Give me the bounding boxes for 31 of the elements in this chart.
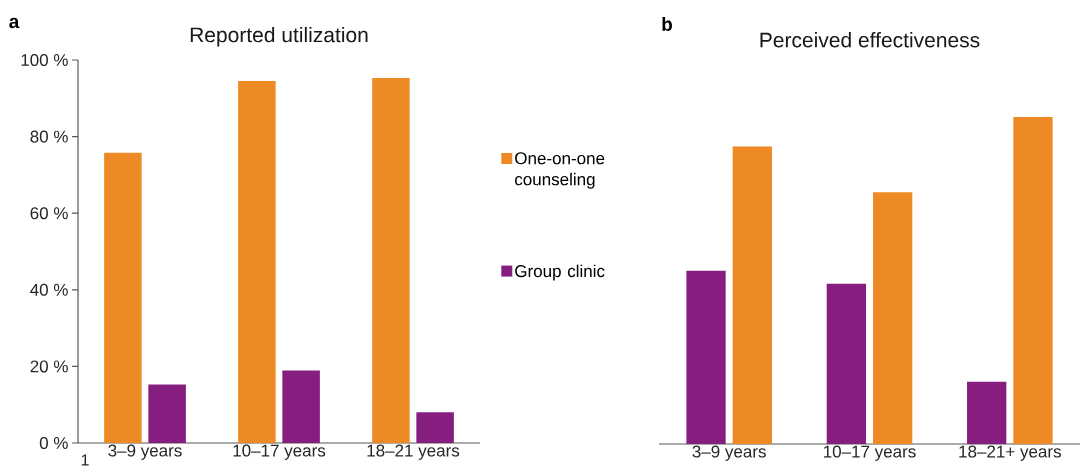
- chart-title: Perceived effectiveness: [760, 32, 980, 48]
- y-tick-label: 0 %: [39, 436, 68, 450]
- bar: [238, 81, 276, 443]
- x-tick-label: 10–17 years: [233, 444, 326, 460]
- legend-label: Group clinic: [515, 264, 605, 281]
- bar: [282, 370, 320, 443]
- legend-label: One-on-one counseling: [515, 152, 605, 189]
- y-tick-label: 40 %: [30, 283, 68, 296]
- text: b: [662, 17, 673, 31]
- bar: [372, 78, 410, 443]
- bar: [416, 412, 454, 443]
- text: a: [9, 17, 20, 29]
- bar: [732, 146, 772, 444]
- x-tick-label: 10–17 years: [824, 445, 916, 461]
- y-tick-label: 80 %: [30, 130, 68, 143]
- bar: [1013, 117, 1053, 444]
- y-tick-label: 20 %: [30, 360, 68, 373]
- chart-title: Reported utilization: [190, 26, 368, 47]
- bar: [873, 192, 913, 444]
- x-tick-label: 3–9 years: [108, 444, 182, 460]
- x-tick-label: 18–21+ years: [959, 445, 1061, 461]
- y-tick-label: 100 %: [21, 53, 68, 67]
- x-tick-label: 18–21 years: [367, 444, 460, 460]
- bar: [148, 384, 186, 443]
- bar: [826, 283, 866, 444]
- text: 1: [81, 454, 89, 466]
- y-tick-label: 60 %: [30, 207, 68, 220]
- bar: [686, 270, 726, 444]
- x-tick-label: 3–9 years: [692, 445, 766, 461]
- bar: [104, 152, 142, 443]
- bar: [967, 381, 1007, 444]
